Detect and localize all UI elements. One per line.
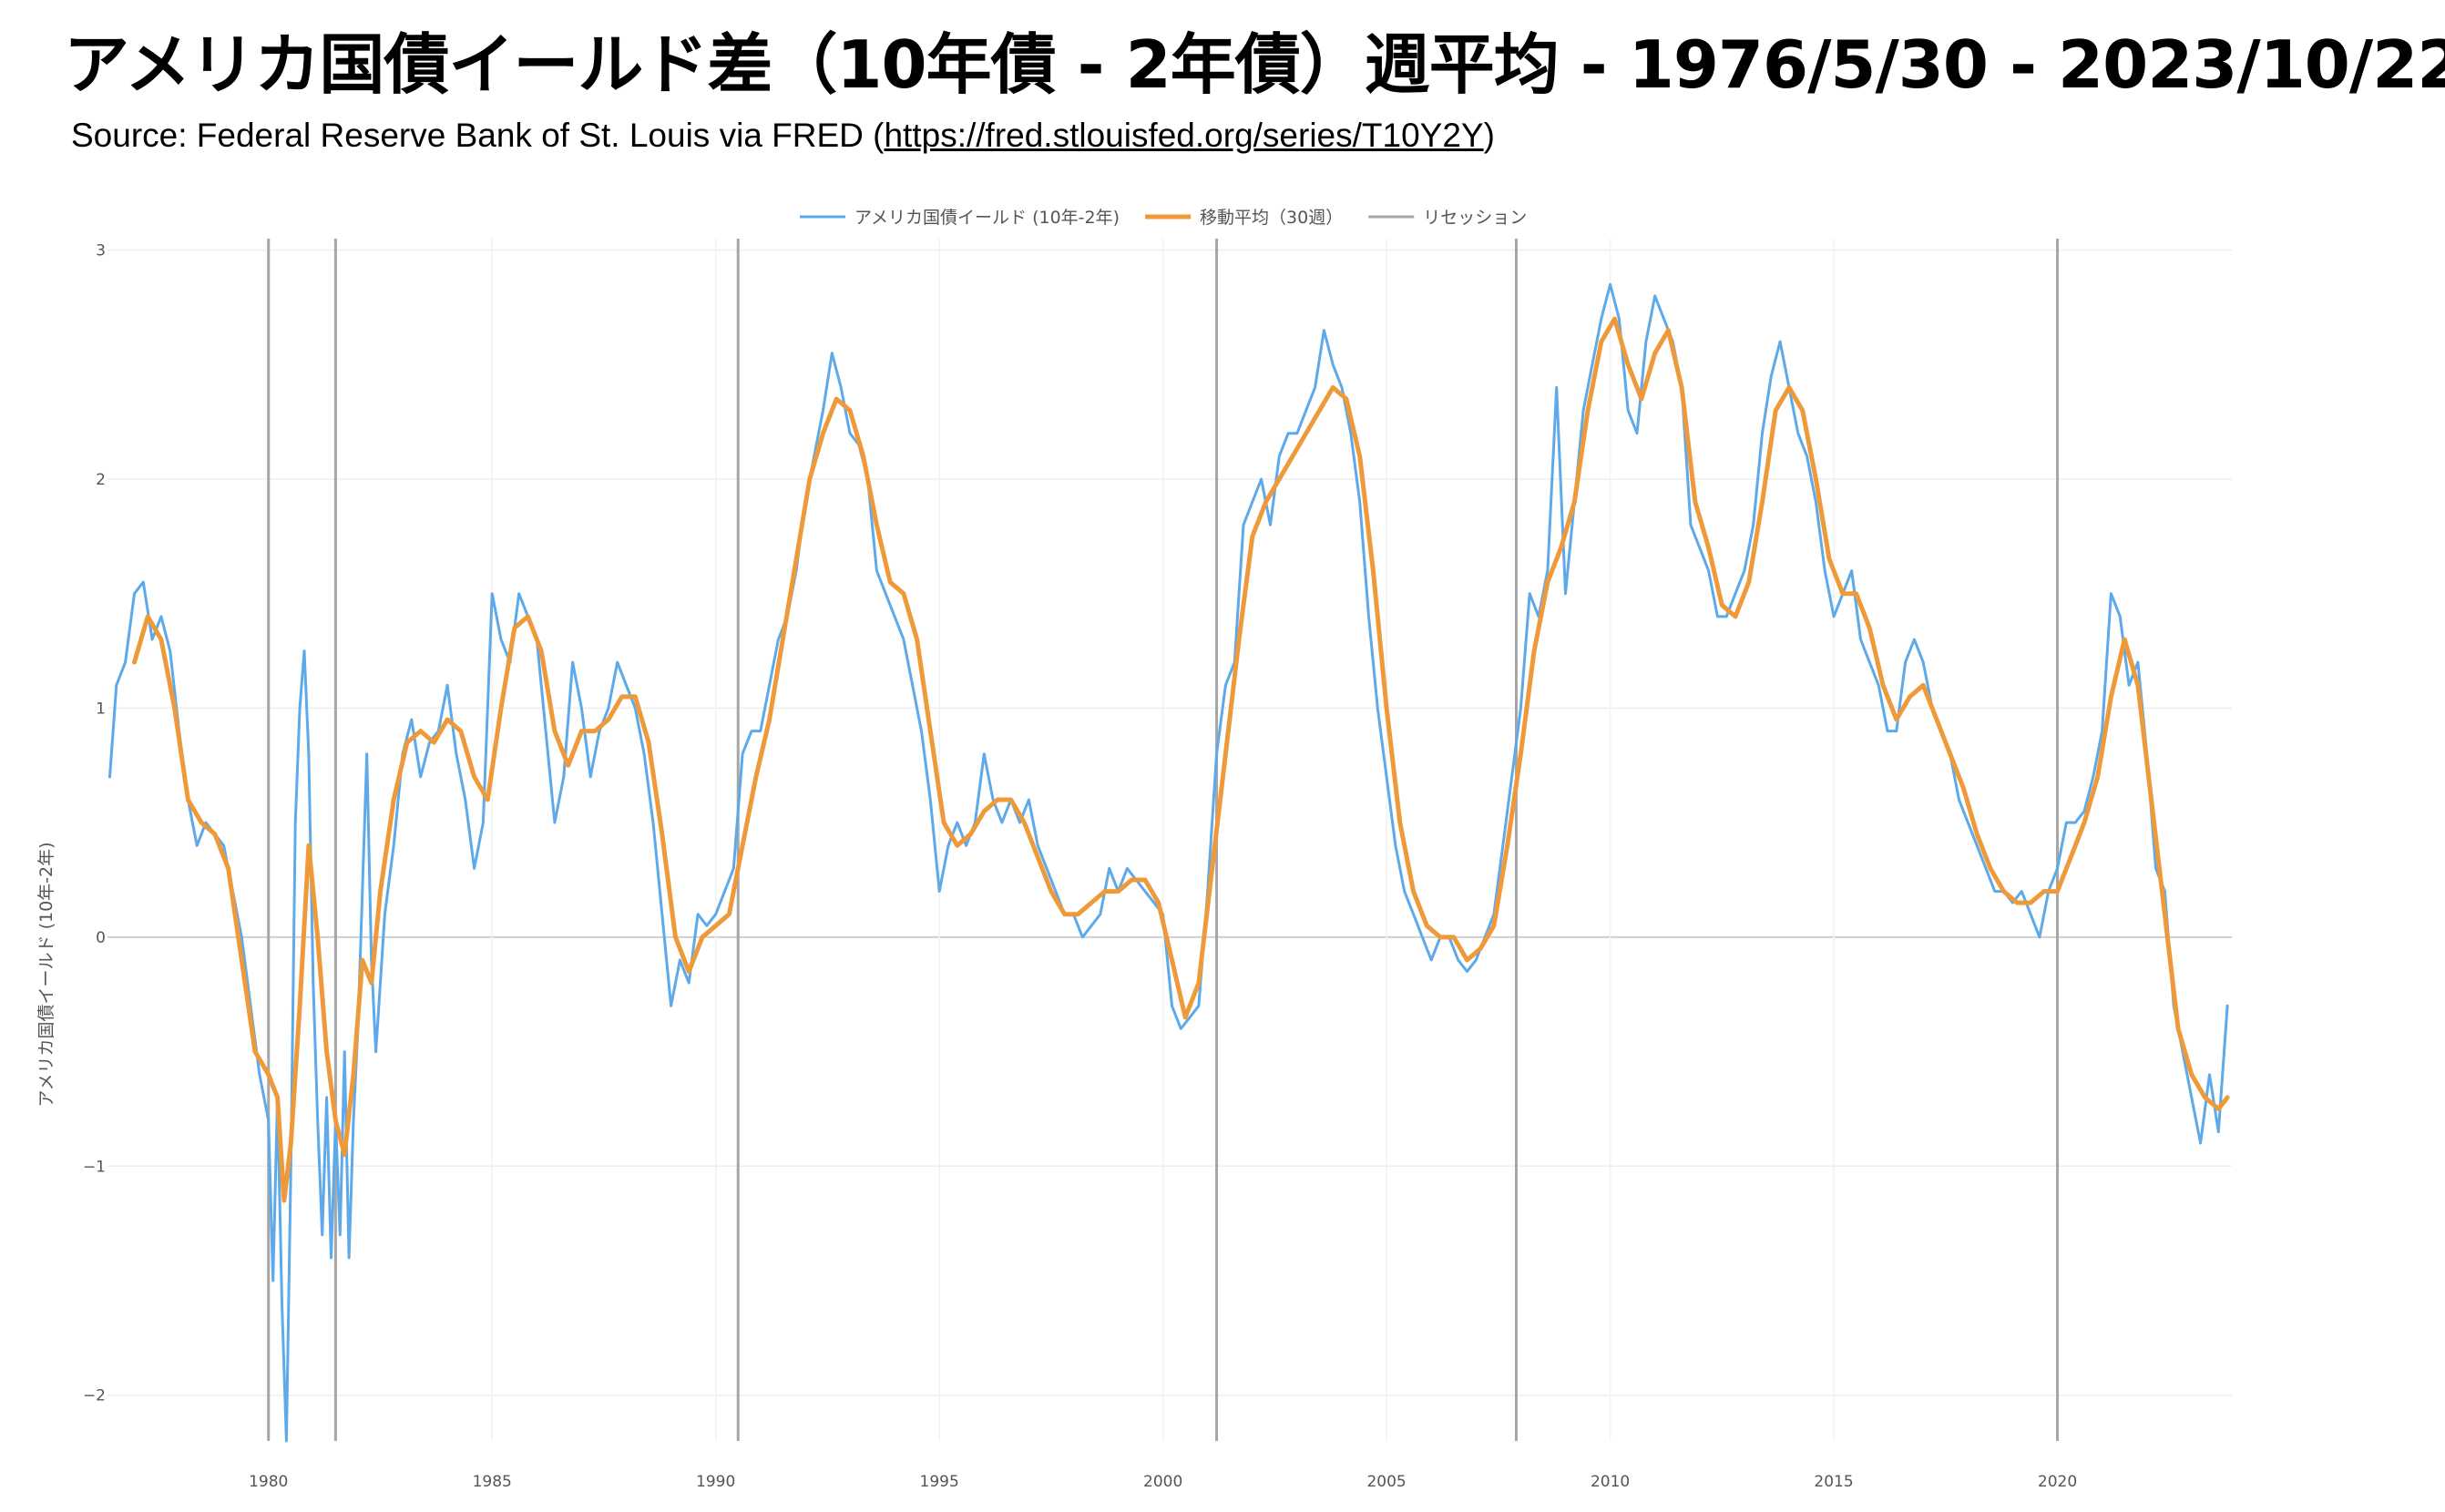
x-tick-label: 1980: [249, 1473, 288, 1491]
y-axis-ticks: −2 −1 0 1 2 3: [83, 242, 106, 1405]
chart-source: Source: Federal Reserve Bank of St. Loui…: [71, 117, 1495, 155]
x-axis-ticks: 1980 1985 1990 1995 2000 2005 2010 2015 2020: [249, 1473, 2077, 1491]
series-lines: [108, 282, 2230, 1443]
series-line-moving-average: [132, 316, 2230, 1203]
legend-label: リセッション: [1423, 208, 1527, 228]
recession-lines: [267, 239, 2060, 1441]
x-tick-label: 2005: [1366, 1473, 1406, 1491]
legend-label: アメリカ国債イールド (10年-2年): [854, 208, 1120, 228]
source-suffix: ): [1483, 117, 1495, 154]
legend-item[interactable]: リセッション: [1368, 208, 1527, 228]
chart-title: アメリカ国債イールド差（10年債 - 2年債）週平均 - 1976/5/30 -…: [64, 26, 2445, 103]
x-tick-label: 2010: [1591, 1473, 1630, 1491]
x-tick-label: 1995: [920, 1473, 959, 1491]
y-tick-label: 3: [96, 242, 106, 261]
legend[interactable]: アメリカ国債イールド (10年-2年) 移動平均（30週） リセッション: [800, 208, 1527, 228]
legend-item[interactable]: 移動平均（30週）: [1145, 208, 1343, 228]
y-tick-label: 0: [96, 929, 106, 947]
x-tick-label: 2015: [1814, 1473, 1853, 1491]
y-tick-label: −2: [83, 1387, 106, 1405]
legend-label: 移動平均（30週）: [1200, 208, 1343, 228]
legend-item[interactable]: アメリカ国債イールド (10年-2年): [800, 208, 1120, 228]
source-prefix: Source: Federal Reserve Bank of St. Loui…: [71, 117, 885, 154]
y-tick-label: 1: [96, 700, 106, 718]
series-line-spread: [108, 282, 2229, 1443]
y-tick-label: 2: [96, 471, 106, 489]
x-tick-label: 1990: [696, 1473, 735, 1491]
y-tick-label: −1: [83, 1158, 106, 1176]
x-tick-label: 1985: [473, 1473, 512, 1491]
y-axis-title: アメリカ国債イールド (10年-2年): [36, 842, 56, 1107]
source-link[interactable]: https://fred.stlouisfed.org/series/T10Y2…: [884, 117, 1484, 154]
x-tick-label: 2020: [2038, 1473, 2077, 1491]
grid: [107, 239, 2232, 1441]
x-tick-label: 2000: [1143, 1473, 1182, 1491]
